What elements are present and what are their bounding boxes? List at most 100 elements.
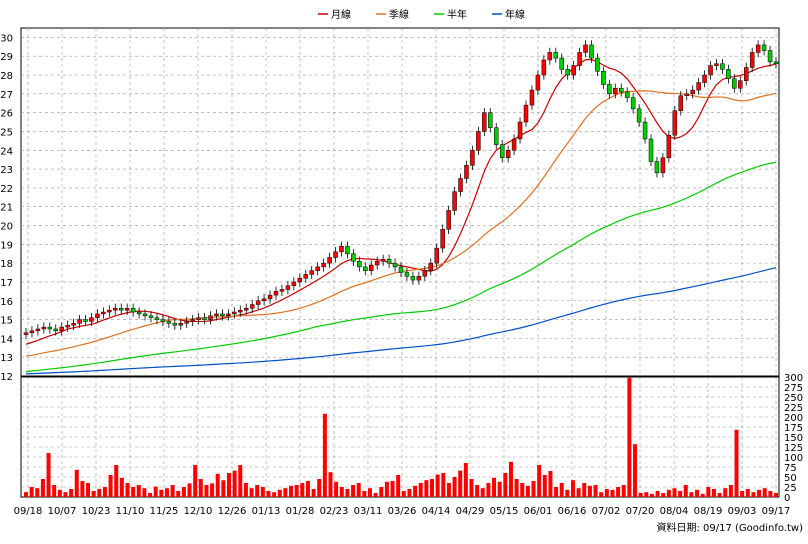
volume-bar	[582, 483, 587, 497]
candle-down	[404, 272, 410, 277]
candle-down	[154, 317, 160, 320]
volume-bar	[119, 477, 124, 497]
volume-bar	[238, 465, 243, 497]
volume-bar	[345, 489, 350, 497]
candle-down	[142, 313, 148, 317]
price-y-tick-label: 17	[0, 278, 13, 289]
volume-bar	[69, 489, 74, 497]
volume-bar	[266, 491, 271, 497]
candle-down	[553, 52, 559, 59]
volume-bar	[334, 481, 339, 497]
candle-up	[124, 308, 130, 311]
candle-down	[220, 313, 225, 317]
candle-up	[678, 95, 684, 112]
volume-bar	[351, 485, 356, 497]
volume-bar	[311, 489, 316, 497]
candle-up	[577, 52, 582, 66]
candle-down	[636, 108, 642, 123]
x-tick-label: 11/10	[116, 506, 145, 517]
volume-bar	[452, 477, 457, 497]
candle-down	[648, 138, 654, 162]
candle-up	[77, 319, 82, 324]
volume-bar	[531, 481, 536, 497]
volume-bar	[458, 470, 463, 497]
volume-bar	[232, 470, 237, 497]
volume-bar	[283, 488, 288, 497]
volume-bar	[379, 487, 384, 497]
candle-down	[363, 266, 368, 271]
volume-bar	[678, 491, 683, 497]
candle-up	[743, 67, 749, 81]
volume-bar	[430, 479, 435, 497]
volume-bar	[695, 489, 700, 497]
volume-bar	[424, 480, 429, 497]
volume-bar	[559, 483, 564, 497]
candle-down	[130, 308, 136, 313]
volume-bar	[587, 485, 592, 497]
candle-up	[95, 313, 100, 318]
volume-bar	[672, 488, 677, 497]
x-tick-label: 12/26	[218, 506, 247, 517]
volume-bar	[367, 488, 372, 497]
candle-down	[624, 91, 630, 98]
volume-bar	[328, 472, 333, 497]
volume-bar	[711, 489, 716, 497]
candle-up	[333, 251, 338, 258]
candle-up	[107, 309, 112, 313]
volume-bar	[57, 489, 62, 497]
volume-bar	[706, 487, 711, 497]
volume-bar	[683, 485, 688, 497]
candle-down	[654, 161, 660, 174]
candle-up	[458, 178, 463, 192]
candle-up	[291, 281, 297, 286]
volume-bar	[616, 487, 621, 497]
candle-down	[392, 262, 398, 268]
volume-bar	[621, 485, 626, 497]
volume-y-tick-label: 225	[784, 403, 803, 414]
volume-bar	[407, 489, 412, 497]
legend-label: 季線	[389, 8, 409, 21]
volume-bar	[40, 479, 45, 497]
candle-down	[351, 253, 356, 262]
candle-down	[386, 259, 392, 264]
volume-bar	[728, 485, 733, 497]
volume-bar	[554, 487, 559, 497]
candle-up	[226, 313, 231, 317]
volume-bar	[542, 475, 547, 497]
candle-down	[83, 319, 88, 322]
legend-label: 年線	[505, 8, 525, 21]
candle-down	[345, 245, 350, 254]
x-tick-label: 01/28	[286, 506, 315, 517]
candle-up	[380, 259, 386, 262]
volume-bar	[565, 489, 570, 497]
volume-bar	[486, 483, 491, 497]
x-tick-label: 12/10	[184, 506, 213, 517]
volume-bar	[503, 473, 508, 497]
candle-up	[755, 44, 761, 53]
volume-bar	[80, 481, 85, 497]
volume-bar	[661, 493, 666, 497]
volume-bar	[29, 487, 34, 497]
candle-up	[416, 276, 422, 281]
volume-y-tick-label: 150	[784, 433, 803, 444]
volume-bar	[700, 493, 705, 497]
candle-down	[118, 308, 124, 311]
volume-bar	[548, 471, 553, 497]
candle-up	[482, 112, 487, 132]
x-tick-label: 11/25	[150, 506, 179, 517]
volume-bar	[63, 492, 68, 497]
candle-up	[273, 291, 279, 296]
volume-bar	[204, 485, 209, 497]
volume-bar	[649, 493, 654, 497]
price-y-tick-label: 12	[0, 372, 13, 383]
price-y-tick-label: 25	[0, 127, 13, 138]
volume-bar	[362, 491, 367, 497]
candle-up	[428, 262, 434, 271]
volume-bar	[525, 485, 530, 497]
x-tick-label: 04/29	[456, 506, 485, 517]
candle-up	[184, 321, 189, 324]
x-tick-label: 07/20	[626, 506, 655, 517]
price-y-tick-label: 20	[0, 222, 13, 233]
